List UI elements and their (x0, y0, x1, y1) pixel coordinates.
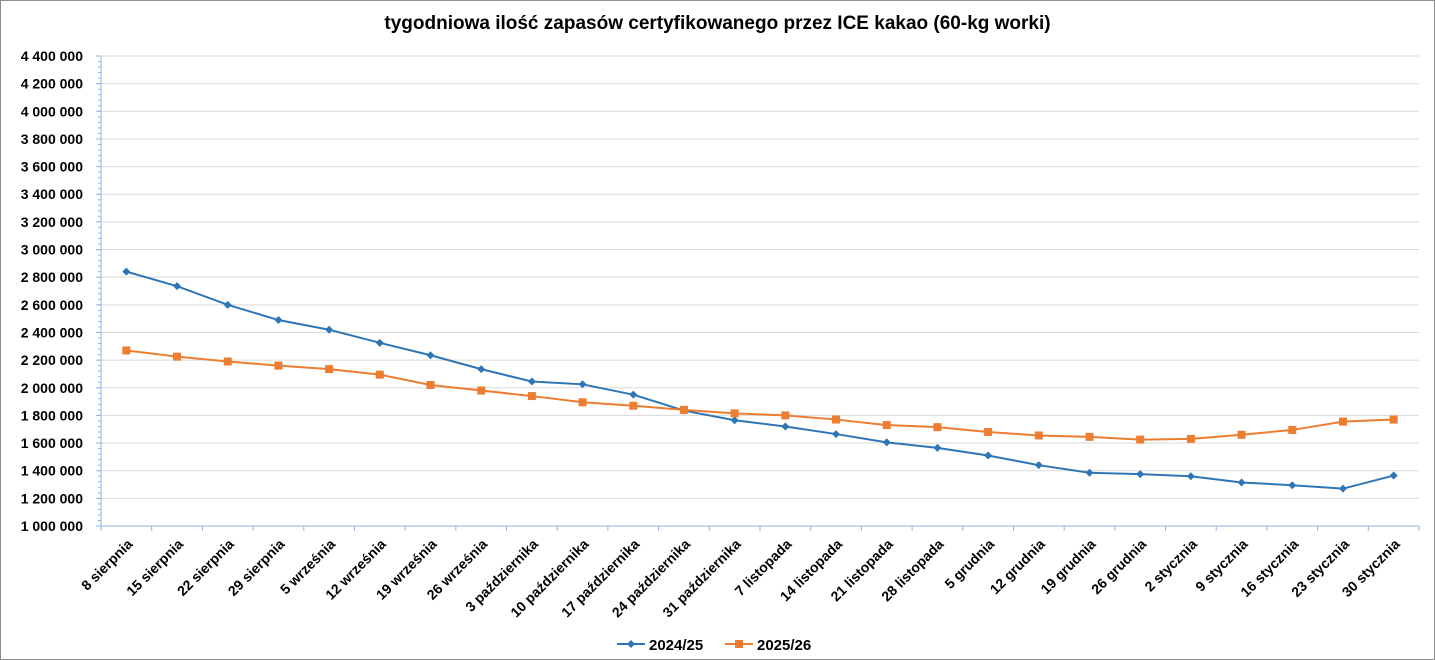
x-tick-label: 2 stycznia (1141, 536, 1200, 595)
y-tick-label: 3 600 000 (21, 159, 83, 175)
series-0 (122, 267, 1398, 493)
x-tick-label: 26 grudnia (1088, 536, 1150, 598)
chart-title: tygodniowa ilość zapasów certyfikowanego… (384, 13, 1051, 34)
series-line (126, 270, 1394, 490)
data-point (578, 380, 587, 389)
legend-item: 2025/26 (725, 637, 811, 654)
data-point (1186, 472, 1195, 481)
y-tick-label: 2 200 000 (21, 352, 83, 368)
data-point (1338, 417, 1347, 426)
data-point (629, 401, 638, 410)
data-point (679, 405, 688, 414)
data-point (1085, 468, 1094, 477)
data-point (781, 411, 790, 420)
data-point (1288, 481, 1297, 490)
data-point (1034, 461, 1043, 470)
y-tick-label: 2 600 000 (21, 297, 83, 313)
data-point (832, 415, 841, 424)
data-point (1085, 432, 1094, 441)
data-point (882, 421, 891, 430)
data-point (1136, 435, 1145, 444)
data-point (173, 282, 182, 291)
data-point (1338, 484, 1347, 493)
legend-label: 2024/25 (649, 637, 703, 654)
y-tick-label: 1 200 000 (21, 490, 83, 506)
data-point (629, 390, 638, 399)
axes (96, 55, 1420, 531)
data-point (832, 430, 841, 439)
y-tick-label: 4 000 000 (21, 103, 83, 119)
legend: 2024/25 2025/26 (617, 637, 811, 654)
data-point (1237, 430, 1246, 439)
data-point (173, 352, 182, 361)
data-point (730, 416, 739, 425)
data-point (578, 398, 587, 407)
data-point (223, 300, 232, 309)
legend-item: 2024/25 (617, 637, 703, 654)
series-line (126, 349, 1394, 441)
y-tick-label: 4 400 000 (21, 48, 83, 64)
data-point (1136, 470, 1145, 479)
series-1 (122, 346, 1398, 444)
data-point (527, 377, 536, 386)
y-tick-label: 3 000 000 (21, 242, 83, 258)
data-point (933, 443, 942, 452)
data-point (274, 316, 283, 325)
y-axis-ticks: 1 000 000 1 200 000 1 400 000 1 600 000 1 80… (21, 48, 83, 534)
data-point (984, 451, 993, 460)
data-point (375, 370, 384, 379)
data-point (477, 365, 486, 374)
y-tick-label: 4 200 000 (21, 76, 83, 92)
y-tick-label: 3 400 000 (21, 186, 83, 202)
data-point (274, 361, 283, 370)
y-tick-label: 2 000 000 (21, 380, 83, 396)
y-tick-label: 2 800 000 (21, 269, 83, 285)
gridlines (101, 55, 1419, 527)
data-point (223, 357, 232, 366)
y-tick-label: 3 200 000 (21, 214, 83, 230)
data-point (325, 325, 334, 334)
y-tick-label: 2 400 000 (21, 324, 83, 340)
data-point (1389, 415, 1398, 424)
data-point (375, 338, 384, 347)
data-point (426, 351, 435, 360)
legend-marker (735, 640, 743, 648)
y-tick-label: 1 400 000 (21, 463, 83, 479)
y-tick-label: 1 600 000 (21, 435, 83, 451)
series (122, 267, 1398, 493)
data-point (122, 267, 131, 276)
data-point (984, 428, 993, 436)
data-point (426, 381, 435, 389)
legend-label: 2025/26 (757, 637, 811, 654)
legend-marker (627, 640, 635, 648)
data-point (882, 438, 891, 447)
data-point (730, 409, 739, 418)
data-point (527, 392, 536, 401)
data-point (122, 346, 131, 355)
y-tick-label: 1 000 000 (21, 518, 83, 534)
data-point (1237, 478, 1246, 487)
y-tick-label: 3 800 000 (21, 131, 83, 147)
data-point (1034, 431, 1043, 440)
data-point (933, 423, 942, 432)
data-point (325, 365, 334, 374)
data-point (1288, 425, 1297, 434)
data-point (781, 422, 790, 431)
data-point (1186, 434, 1195, 443)
data-point (477, 386, 486, 395)
y-tick-label: 1 800 000 (21, 407, 83, 423)
data-point (1389, 471, 1398, 480)
